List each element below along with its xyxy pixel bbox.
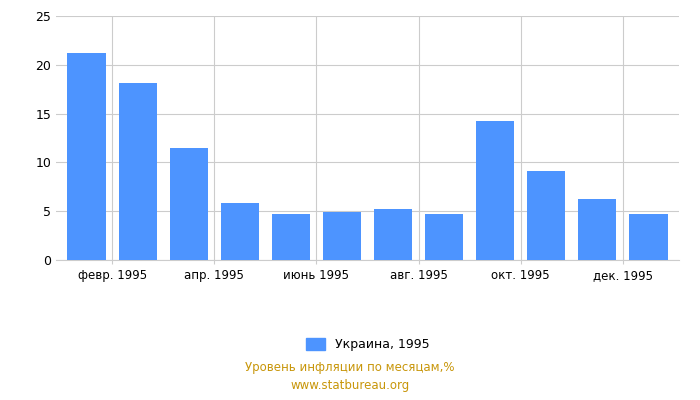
- Bar: [272, 214, 310, 260]
- Bar: [169, 148, 208, 260]
- Text: Уровень инфляции по месяцам,%
www.statbureau.org: Уровень инфляции по месяцам,% www.statbu…: [245, 361, 455, 392]
- Legend: Украина, 1995: Украина, 1995: [301, 333, 434, 356]
- Bar: [118, 83, 157, 260]
- Bar: [629, 214, 668, 260]
- Bar: [323, 212, 361, 260]
- Bar: [425, 214, 463, 260]
- Bar: [476, 122, 514, 260]
- Bar: [220, 203, 259, 260]
- Bar: [578, 200, 617, 260]
- Bar: [374, 209, 412, 260]
- Bar: [527, 171, 566, 260]
- Bar: [67, 53, 106, 260]
